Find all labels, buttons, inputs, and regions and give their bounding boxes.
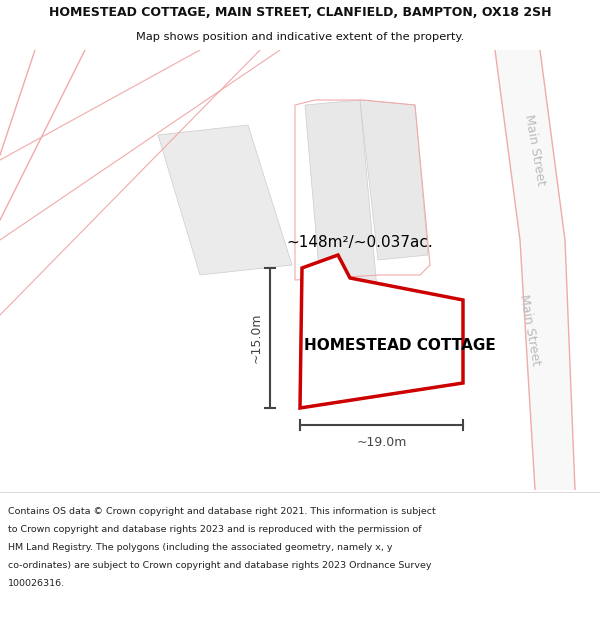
Text: Main Street: Main Street	[523, 113, 548, 187]
Text: ~15.0m: ~15.0m	[250, 312, 263, 363]
Text: Main Street: Main Street	[517, 293, 542, 367]
Polygon shape	[158, 125, 292, 275]
Text: HOMESTEAD COTTAGE, MAIN STREET, CLANFIELD, BAMPTON, OX18 2SH: HOMESTEAD COTTAGE, MAIN STREET, CLANFIEL…	[49, 6, 551, 19]
Text: co-ordinates) are subject to Crown copyright and database rights 2023 Ordnance S: co-ordinates) are subject to Crown copyr…	[8, 561, 431, 570]
Text: Contains OS data © Crown copyright and database right 2021. This information is : Contains OS data © Crown copyright and d…	[8, 507, 436, 516]
Polygon shape	[300, 255, 463, 408]
Text: HOMESTEAD COTTAGE: HOMESTEAD COTTAGE	[304, 338, 496, 352]
Text: 100026316.: 100026316.	[8, 579, 65, 588]
Polygon shape	[495, 50, 575, 490]
Text: Map shows position and indicative extent of the property.: Map shows position and indicative extent…	[136, 32, 464, 43]
Text: HM Land Registry. The polygons (including the associated geometry, namely x, y: HM Land Registry. The polygons (includin…	[8, 543, 392, 552]
Text: ~148m²/~0.037ac.: ~148m²/~0.037ac.	[287, 234, 433, 249]
Polygon shape	[302, 255, 345, 305]
Text: to Crown copyright and database rights 2023 and is reproduced with the permissio: to Crown copyright and database rights 2…	[8, 525, 422, 534]
Polygon shape	[360, 100, 428, 260]
Text: ~19.0m: ~19.0m	[356, 436, 407, 449]
Polygon shape	[305, 100, 378, 305]
